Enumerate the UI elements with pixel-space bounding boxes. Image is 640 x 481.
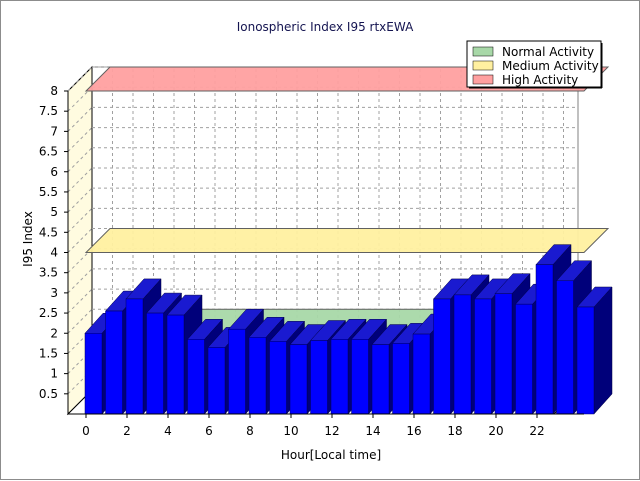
bar-front [289,344,308,415]
x-tick-label: 4 [164,424,172,438]
y-tick-label: 7.5 [39,104,58,118]
bar-front [125,298,144,415]
x-tick-label: 6 [205,424,213,438]
x-tick-label: 8 [246,424,254,438]
bar-front [187,339,205,415]
legend-label: High Activity [502,73,578,87]
y-axis-label: I95 Index [21,211,35,267]
y-tick-label: 2 [50,326,58,340]
bar-front [371,344,390,415]
x-axis-label: Hour[Local time] [281,448,381,462]
legend-swatch [472,74,494,85]
x-tick-label: 22 [529,424,544,438]
bar-front [494,293,513,415]
y-tick-label: 6.5 [39,145,58,159]
y-tick-label: 6 [50,165,58,179]
y-tick-label: 2.5 [39,306,58,320]
y-tick-label: 5.5 [39,185,58,199]
y-tick-label: 4 [50,246,58,260]
bar-front [228,328,246,415]
bar-front [166,314,185,415]
bar-front [330,339,349,415]
legend-label: Normal Activity [502,45,594,59]
bar-front [576,306,595,415]
bar-front [453,294,472,415]
legend-label: Medium Activity [502,59,599,73]
bar-front [515,303,533,415]
bar-front [146,312,164,415]
bar-front [392,343,410,415]
bar-front [269,341,287,415]
bar-front [535,264,554,415]
x-tick-label: 18 [447,424,462,438]
x-tick-label: 10 [283,424,298,438]
y-tick-label: 8 [50,84,58,98]
legend-swatch [472,60,494,71]
bar-front [84,333,103,415]
bar-front [105,310,123,415]
bar-front [474,298,492,415]
y-tick-label: 0.5 [39,387,58,401]
bar-front [207,347,226,415]
bar-front [412,333,431,415]
x-tick-label: 16 [406,424,421,438]
x-tick-label: 0 [82,424,90,438]
activity-band-plane [84,228,610,253]
bar-front [351,339,369,415]
x-tick-label: 14 [365,424,380,438]
bar-front [433,298,451,415]
legend-swatch [472,46,494,57]
y-tick-label: 1.5 [39,346,58,360]
chart-title: Ionospheric Index I95 rtxEWA [237,20,414,34]
bar-front [310,340,328,415]
bar [576,286,613,415]
y-tick-label: 3.5 [39,266,58,280]
bar-front [556,280,574,415]
bar-front [248,337,267,415]
y-tick-label: 3 [50,286,58,300]
y-tick-label: 4.5 [39,225,58,239]
y-tick-label: 5 [50,205,58,219]
x-tick-label: 20 [488,424,503,438]
x-tick-label: 2 [123,424,131,438]
y-tick-label: 7 [50,124,58,138]
bar-side [593,286,613,415]
y-tick-label: 1 [50,367,58,381]
x-tick-label: 12 [324,424,339,438]
